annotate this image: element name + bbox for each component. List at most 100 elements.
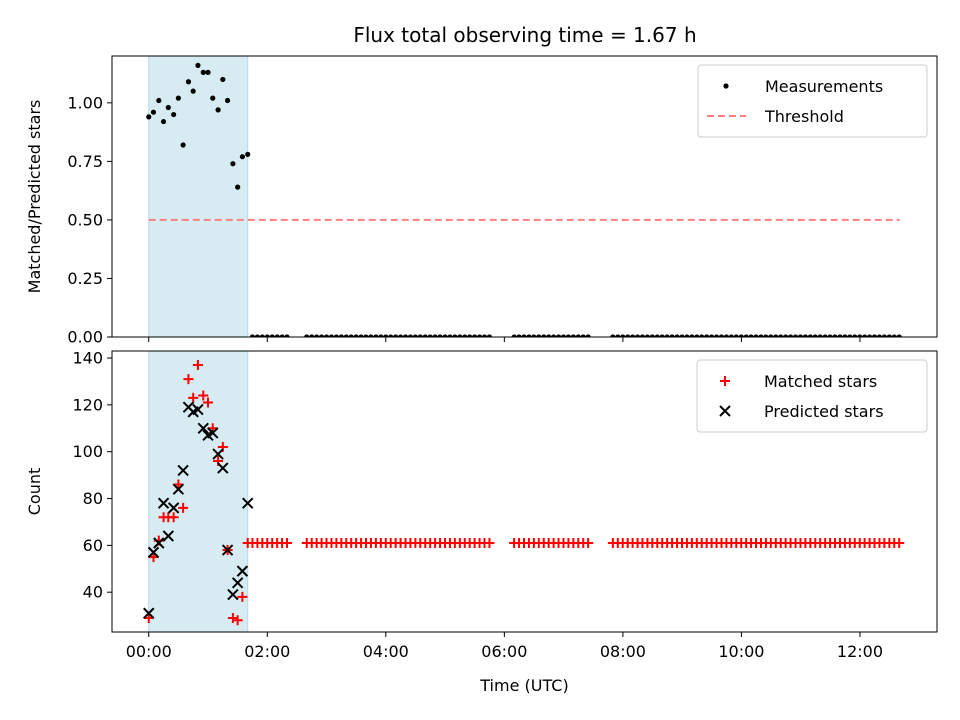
measurement-point [348,334,354,337]
measurement-point [876,334,883,337]
predicted-star-point [221,544,234,556]
measurement-point [792,334,799,337]
legend-box [697,64,928,138]
series-2 [143,401,254,619]
measurement-point [427,334,433,337]
measurement-point [200,69,206,75]
measurement-point [150,109,157,115]
measurement-point [817,334,823,337]
legend-label: Predicted stars [764,402,884,421]
measurement-point [486,334,493,337]
measurement-point [620,334,626,337]
y-axis-label: Matched/Predicted stars [25,100,44,294]
bottom-panel-counts: 40 60 80 100 120 140 00:00 02:00 04:00 06:00 08:00… [25,349,938,695]
measurement-point [239,154,245,160]
y-tick-label: 0.75 [67,152,103,171]
matched-star-point [237,591,248,602]
predicted-star-point [153,537,165,549]
measurement-point [575,334,581,337]
series-0 [143,360,253,626]
measurement-point [896,334,902,337]
measurement-point [215,107,221,113]
measurement-point [565,334,572,337]
measurement-point [625,334,631,337]
measurement-point [368,334,374,337]
measurement-point [343,334,349,337]
measurement-point [407,334,414,337]
y-tick-label: 100 [72,442,103,461]
measurement-point [728,334,734,337]
measurement-point [684,334,690,337]
y-tick-label: 0.25 [67,269,103,288]
measurement-point [249,334,256,337]
measurement-point [763,334,769,337]
measurement-point [230,161,236,167]
measurement-point [709,334,715,337]
x-tick-label: 08:00 [600,642,646,661]
measurement-point [555,334,562,337]
measurement-point [467,334,473,337]
matched-star-point [183,374,194,385]
measurement-point [585,334,591,337]
measurement-point [363,334,369,337]
measurement-point [797,334,804,337]
plot-area [143,351,905,632]
measurement-point [521,334,527,337]
matched-star-point [178,502,189,513]
y-tick-label: 140 [72,349,103,368]
measurement-point [536,334,542,337]
predicted-star-point [147,546,160,559]
measurement-point [393,334,399,337]
predicted-star-point [177,464,189,477]
legend-box [696,359,928,433]
measurement-point [314,334,320,337]
measurement-point [432,334,438,337]
measurement-point [570,334,576,337]
measurement-point [857,334,863,337]
legend-measurement-swatch [723,83,729,89]
legend-label: Measurements [765,77,883,96]
observing-interval-shade [148,56,249,337]
measurement-point [447,334,453,337]
measurement-point [610,334,616,337]
measurement-point [309,334,315,337]
measurement-point [481,334,488,337]
measurement-point [156,97,162,104]
measurement-point [827,334,833,337]
measurement-point [733,334,739,337]
measurement-point [304,334,310,337]
measurement-point [664,334,670,337]
x-tick-label: 04:00 [363,642,409,661]
measurement-point [175,95,181,101]
measurement-point [180,142,186,148]
predicted-star-point [212,448,224,460]
measurement-point [866,334,873,337]
measurement-point [402,334,409,337]
axes-frame [111,55,938,338]
measurement-point [546,334,552,337]
measurement-point [279,334,285,337]
measurement-point [891,334,897,337]
observing-interval-shade [148,351,249,632]
measurement-point [511,334,517,337]
predicted-star-point [192,403,204,416]
measurement-point [738,334,744,337]
measurement-point [353,334,359,337]
predicted-star-point [157,497,170,509]
chart-title: Flux total observing time = 1.67 h [353,23,696,47]
y-tick-label: 120 [72,395,103,414]
measurement-point [753,334,759,337]
measurement-point [832,334,838,337]
measurement-point [699,334,705,337]
measurement-point [679,334,685,337]
measurement-point [802,334,809,337]
measurement-point [160,118,167,125]
measurement-point [264,334,270,337]
measurement-point [254,334,260,337]
x-tick-label: 06:00 [481,642,527,661]
measurement-point [205,69,211,75]
measurement-point [842,334,848,337]
measurement-point [373,334,379,337]
measurement-point [269,334,275,337]
